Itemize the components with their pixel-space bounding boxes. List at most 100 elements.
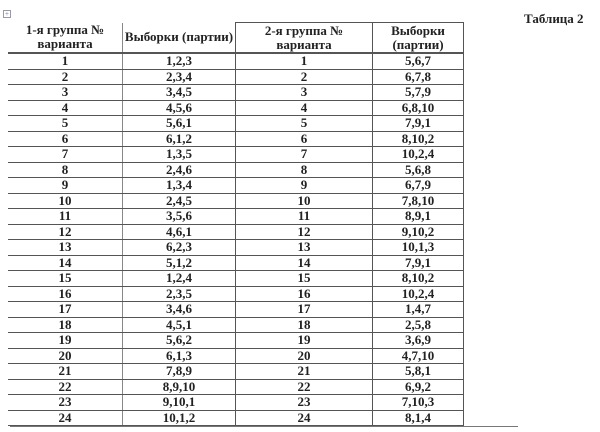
header-group2-samples: Выборки (партии) (372, 22, 464, 54)
group2-variant-cell: 15 (235, 270, 373, 287)
group1-samples-cell: 5,1,2 (122, 255, 236, 271)
table-row: 7 1,3,5 7 10,2,4 (8, 146, 464, 163)
table-row: 12 4,6,1 12 9,10,2 (8, 224, 464, 240)
group1-variant-cell: 24 (8, 410, 123, 426)
group2-variant-cell: 20 (235, 348, 373, 364)
group2-samples-cell: 7,9,1 (372, 115, 464, 132)
group1-variant-cell: 23 (8, 394, 123, 411)
group1-samples-cell: 2,3,4 (122, 69, 236, 85)
group1-samples-cell: 5,6,2 (122, 332, 236, 349)
table-row: 19 5,6,2 19 3,6,9 (8, 332, 464, 349)
group1-samples-cell: 2,4,5 (122, 193, 236, 209)
group1-variant-cell: 15 (8, 270, 123, 287)
group2-samples-cell: 5,6,7 (372, 53, 464, 70)
group1-samples-cell: 4,5,6 (122, 100, 236, 116)
group2-variant-cell: 4 (235, 100, 373, 116)
table-row: 20 6,1,3 20 4,7,10 (8, 348, 464, 364)
group2-samples-cell: 8,9,1 (372, 208, 464, 225)
table-row: 22 8,9,10 22 6,9,2 (8, 379, 464, 395)
table-row: 8 2,4,6 8 5,6,8 (8, 162, 464, 178)
group2-samples-cell: 2,5,8 (372, 317, 464, 333)
table-row: 3 3,4,5 3 5,7,9 (8, 84, 464, 101)
table-row: 4 4,5,6 4 6,8,10 (8, 100, 464, 116)
table-row: 6 6,1,2 6 8,10,2 (8, 131, 464, 147)
group2-samples-cell: 10,2,4 (372, 286, 464, 302)
table-row: 14 5,1,2 14 7,9,1 (8, 255, 464, 271)
group2-variant-cell: 2 (235, 69, 373, 85)
table-row: 16 2,3,5 16 10,2,4 (8, 286, 464, 302)
group2-samples-cell: 4,7,10 (372, 348, 464, 364)
group2-variant-cell: 10 (235, 193, 373, 209)
table-row: 24 10,1,2 24 8,1,4 (8, 410, 464, 426)
group1-samples-cell: 1,3,4 (122, 177, 236, 194)
group1-variant-cell: 8 (8, 162, 123, 178)
group1-samples-cell: 6,2,3 (122, 239, 236, 256)
group1-samples-cell: 10,1,2 (122, 410, 236, 426)
group1-samples-cell: 3,5,6 (122, 208, 236, 225)
group2-variant-cell: 14 (235, 255, 373, 271)
group1-samples-cell: 1,2,4 (122, 270, 236, 287)
group1-variant-cell: 21 (8, 363, 123, 380)
group2-variant-cell: 11 (235, 208, 373, 225)
table-move-handle-icon[interactable]: + (3, 10, 11, 18)
group1-variant-cell: 17 (8, 301, 123, 318)
group1-samples-cell: 2,4,6 (122, 162, 236, 178)
group1-variant-cell: 16 (8, 286, 123, 302)
table-row: 23 9,10,1 23 7,10,3 (8, 394, 464, 411)
table-row: 10 2,4,5 10 7,8,10 (8, 193, 464, 209)
group2-samples-cell: 5,7,9 (372, 84, 464, 101)
group2-samples-cell: 7,8,10 (372, 193, 464, 209)
group1-variant-cell: 12 (8, 224, 123, 240)
header-row: 1-я группа № варианта Выборки (партии) 2… (8, 22, 464, 54)
group1-variant-cell: 20 (8, 348, 123, 364)
table-row: 15 1,2,4 15 8,10,2 (8, 270, 464, 287)
table-row: 1 1,2,3 1 5,6,7 (8, 53, 464, 70)
variants-table: 1-я группа № варианта Выборки (партии) 2… (8, 22, 464, 426)
header-group1-samples: Выборки (партии) (122, 22, 236, 54)
group2-variant-cell: 8 (235, 162, 373, 178)
table-row: 13 6,2,3 13 10,1,3 (8, 239, 464, 256)
table-caption: Таблица 2 (524, 11, 584, 26)
group2-variant-cell: 3 (235, 84, 373, 101)
group1-samples-cell: 1,3,5 (122, 146, 236, 163)
group2-variant-cell: 12 (235, 224, 373, 240)
group1-samples-cell: 9,10,1 (122, 394, 236, 411)
group2-samples-cell: 5,8,1 (372, 363, 464, 380)
table-row: 2 2,3,4 2 6,7,8 (8, 69, 464, 85)
header-group1-variant: 1-я группа № варианта (8, 22, 123, 54)
table-row: 21 7,8,9 21 5,8,1 (8, 363, 464, 380)
group2-variant-cell: 22 (235, 379, 373, 395)
group1-variant-cell: 11 (8, 208, 123, 225)
group1-variant-cell: 10 (8, 193, 123, 209)
group1-variant-cell: 2 (8, 69, 123, 85)
group2-variant-cell: 17 (235, 301, 373, 318)
group2-variant-cell: 21 (235, 363, 373, 380)
group2-samples-cell: 3,6,9 (372, 332, 464, 349)
group2-samples-cell: 5,6,8 (372, 162, 464, 178)
group1-variant-cell: 22 (8, 379, 123, 395)
table-row: 5 5,6,1 5 7,9,1 (8, 115, 464, 132)
group1-samples-cell: 6,1,3 (122, 348, 236, 364)
group1-samples-cell: 4,6,1 (122, 224, 236, 240)
group1-variant-cell: 7 (8, 146, 123, 163)
group1-variant-cell: 19 (8, 332, 123, 349)
group2-samples-cell: 10,1,3 (372, 239, 464, 256)
group2-variant-cell: 18 (235, 317, 373, 333)
group2-samples-cell: 8,1,4 (372, 410, 464, 426)
group1-variant-cell: 13 (8, 239, 123, 256)
group2-samples-cell: 8,10,2 (372, 270, 464, 287)
group1-samples-cell: 1,2,3 (122, 53, 236, 70)
group2-variant-cell: 9 (235, 177, 373, 194)
group2-samples-cell: 6,9,2 (372, 379, 464, 395)
table-row: 11 3,5,6 11 8,9,1 (8, 208, 464, 225)
table-row: 17 3,4,6 17 1,4,7 (8, 301, 464, 318)
group1-variant-cell: 18 (8, 317, 123, 333)
group1-samples-cell: 8,9,10 (122, 379, 236, 395)
group2-samples-cell: 6,7,8 (372, 69, 464, 85)
group2-variant-cell: 13 (235, 239, 373, 256)
group2-variant-cell: 6 (235, 131, 373, 147)
group2-variant-cell: 1 (235, 53, 373, 70)
group2-samples-cell: 8,10,2 (372, 131, 464, 147)
group2-samples-cell: 7,9,1 (372, 255, 464, 271)
group2-samples-cell: 10,2,4 (372, 146, 464, 163)
